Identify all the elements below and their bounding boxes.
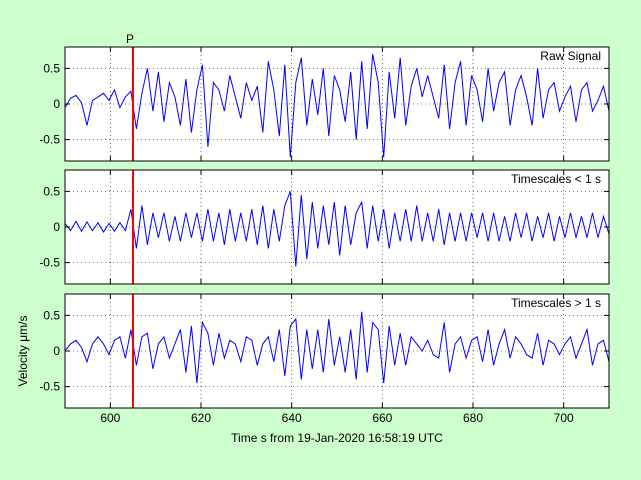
- panel-title: Raw Signal: [540, 49, 601, 63]
- panel-title: Timescales < 1 s: [511, 172, 601, 186]
- p-pick-label: P: [126, 32, 134, 46]
- waveform-trace: [64, 54, 610, 158]
- y-tick-label: 0: [53, 97, 60, 111]
- x-tick-label: 660: [372, 411, 392, 425]
- y-tick-label: -0.5: [39, 380, 60, 394]
- panel-title: Timescales > 1 s: [511, 296, 601, 310]
- waveform-trace: [64, 311, 610, 384]
- y-tick-label: 0: [53, 344, 60, 358]
- x-tick-label: 680: [463, 411, 483, 425]
- y-tick-label: 0.5: [43, 61, 60, 75]
- x-tick-label: 700: [554, 411, 574, 425]
- x-axis-label: Time s from 19-Jan-2020 16:58:19 UTC: [231, 431, 443, 445]
- y-tick-label: -0.5: [39, 133, 60, 147]
- y-tick-label: -0.5: [39, 256, 60, 270]
- y-tick-label: 0.5: [43, 308, 60, 322]
- y-axis-label: Velocity μm/s: [16, 316, 30, 387]
- y-tick-label: 0: [53, 220, 60, 234]
- x-tick-label: 600: [100, 411, 120, 425]
- panel-3: 0.5 0 -0.5 600 620 640 660 680 700 Timescales > 1…: [39, 293, 610, 425]
- panel-1: 0.5 0 -0.5 Raw Signal: [39, 46, 610, 162]
- y-tick-label: 0.5: [43, 184, 60, 198]
- waveform-trace: [64, 191, 610, 267]
- x-tick-label: 620: [191, 411, 211, 425]
- panel-2: 0.5 0 -0.5 Timescales < 1 s: [39, 169, 610, 285]
- x-tick-label: 640: [282, 411, 302, 425]
